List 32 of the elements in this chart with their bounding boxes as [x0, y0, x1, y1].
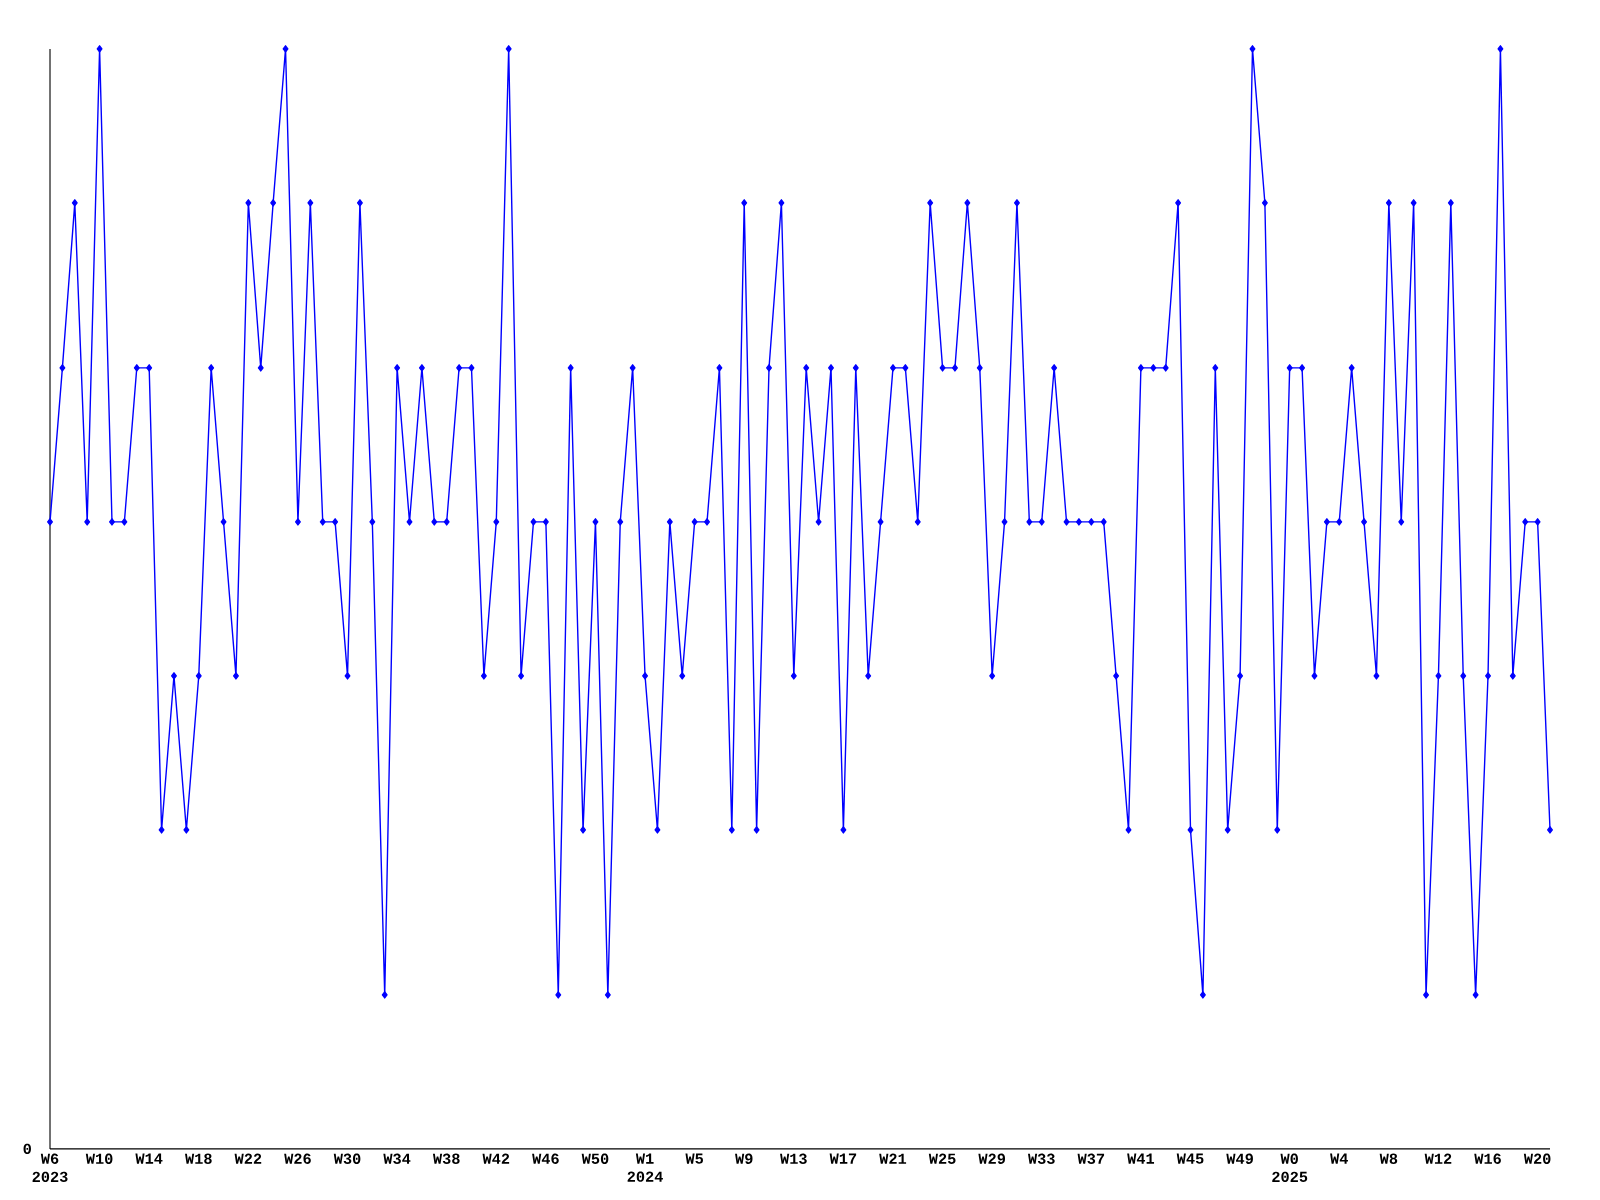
x-tick-label: W26 [284, 1153, 311, 1164]
x-tick-label: W16 [1474, 1153, 1501, 1164]
x-tick-label: W4 [1330, 1153, 1348, 1164]
x-tick-label: W20 [1523, 1153, 1551, 1164]
x-tick-label: W29 [978, 1153, 1006, 1164]
x-tick-label: W6 2023 [32, 1153, 68, 1183]
x-tick-label: W49 [1226, 1153, 1253, 1164]
x-tick-label: W33 [1027, 1153, 1055, 1164]
x-tick-label: W18 [185, 1153, 212, 1164]
x-tick-label: W17 [829, 1153, 857, 1164]
x-tick-label: W12 [1424, 1153, 1452, 1164]
text: 0 [23, 1143, 31, 1155]
x-tick-label: W9 [735, 1153, 753, 1164]
x-tick-label: W50 [581, 1153, 609, 1164]
x-tick-label: W5 [685, 1153, 703, 1164]
x-tick-label: W34 [383, 1153, 411, 1164]
x-tick-label: W22 [234, 1153, 262, 1164]
x-tick-label: W38 [432, 1153, 460, 1164]
x-tick-label: W30 [333, 1153, 361, 1164]
x-tick-label: W1 2024 [627, 1153, 663, 1182]
x-tick-label: W14 [135, 1153, 163, 1164]
x-tick-label: W42 [482, 1153, 510, 1164]
x-tick-label: W10 [85, 1153, 113, 1164]
x-tick-label: W0 2025 [1272, 1153, 1308, 1183]
x-tick-label: W41 [1127, 1153, 1155, 1164]
x-tick-label: W45 [1176, 1153, 1204, 1164]
x-tick-label: W13 [780, 1153, 807, 1164]
x-tick-label: W37 [1077, 1153, 1105, 1164]
x-tick-label: W25 [928, 1153, 956, 1164]
x-tick-label: W21 [879, 1153, 907, 1164]
x-tick-label: W46 [532, 1153, 559, 1164]
x-tick-label: W8 [1379, 1153, 1398, 1164]
